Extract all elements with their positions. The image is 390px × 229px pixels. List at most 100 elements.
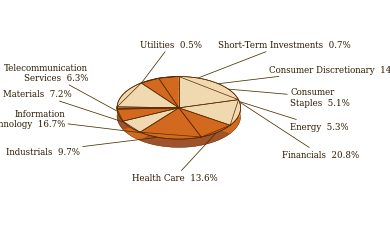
Polygon shape xyxy=(126,124,127,133)
Polygon shape xyxy=(184,139,186,148)
Polygon shape xyxy=(224,129,225,138)
Text: Short-Term Investments  0.7%: Short-Term Investments 0.7% xyxy=(122,41,351,108)
Polygon shape xyxy=(125,123,126,133)
Polygon shape xyxy=(179,108,230,137)
Polygon shape xyxy=(176,139,177,148)
Polygon shape xyxy=(143,134,145,143)
Polygon shape xyxy=(218,132,220,141)
Polygon shape xyxy=(127,125,128,134)
Text: Utilities  0.5%: Utilities 0.5% xyxy=(122,41,202,109)
Polygon shape xyxy=(230,125,231,134)
Polygon shape xyxy=(140,133,142,142)
Polygon shape xyxy=(221,130,223,139)
Polygon shape xyxy=(174,139,176,148)
Polygon shape xyxy=(138,132,140,141)
Polygon shape xyxy=(179,108,230,134)
Polygon shape xyxy=(133,129,134,138)
Polygon shape xyxy=(179,117,230,146)
Polygon shape xyxy=(179,117,241,134)
Polygon shape xyxy=(158,138,160,146)
Polygon shape xyxy=(208,135,210,144)
Polygon shape xyxy=(195,138,197,147)
Polygon shape xyxy=(188,139,190,147)
Polygon shape xyxy=(199,137,201,146)
Polygon shape xyxy=(123,108,179,130)
Polygon shape xyxy=(141,79,179,108)
Polygon shape xyxy=(203,137,205,145)
Polygon shape xyxy=(117,108,179,117)
Polygon shape xyxy=(193,138,195,147)
Polygon shape xyxy=(179,108,201,146)
Polygon shape xyxy=(149,136,150,144)
Text: Industrials  9.7%: Industrials 9.7% xyxy=(6,131,214,156)
Polygon shape xyxy=(136,131,137,139)
Polygon shape xyxy=(223,130,224,139)
Polygon shape xyxy=(140,108,201,139)
Polygon shape xyxy=(117,108,179,117)
Polygon shape xyxy=(233,122,234,131)
Text: Energy  5.3%: Energy 5.3% xyxy=(169,80,349,132)
Polygon shape xyxy=(207,136,208,144)
Polygon shape xyxy=(167,139,169,147)
Polygon shape xyxy=(121,120,122,129)
Polygon shape xyxy=(142,133,143,142)
Polygon shape xyxy=(160,138,161,147)
Polygon shape xyxy=(154,137,156,145)
Polygon shape xyxy=(212,134,213,143)
Polygon shape xyxy=(147,135,149,144)
Polygon shape xyxy=(145,134,147,143)
Polygon shape xyxy=(117,117,179,130)
Polygon shape xyxy=(234,121,235,130)
Polygon shape xyxy=(137,131,138,140)
Polygon shape xyxy=(179,77,239,108)
Polygon shape xyxy=(225,128,227,137)
Polygon shape xyxy=(117,108,179,110)
Text: Materials  7.2%: Materials 7.2% xyxy=(3,90,134,126)
Polygon shape xyxy=(152,136,154,145)
Polygon shape xyxy=(232,123,233,132)
Polygon shape xyxy=(169,139,171,147)
Polygon shape xyxy=(220,131,221,140)
Polygon shape xyxy=(217,132,218,141)
Polygon shape xyxy=(140,117,201,148)
Polygon shape xyxy=(134,130,136,139)
Polygon shape xyxy=(171,139,174,148)
Polygon shape xyxy=(117,108,179,118)
Polygon shape xyxy=(161,138,163,147)
Polygon shape xyxy=(117,117,179,118)
Polygon shape xyxy=(130,128,131,136)
Polygon shape xyxy=(205,136,207,145)
Polygon shape xyxy=(150,136,152,145)
Polygon shape xyxy=(210,135,212,143)
Polygon shape xyxy=(179,108,201,146)
Polygon shape xyxy=(228,127,229,136)
Polygon shape xyxy=(123,117,179,141)
Polygon shape xyxy=(213,134,215,142)
Polygon shape xyxy=(117,84,179,108)
Polygon shape xyxy=(236,119,237,128)
Polygon shape xyxy=(186,139,188,147)
Polygon shape xyxy=(181,139,184,148)
Polygon shape xyxy=(229,126,230,135)
Polygon shape xyxy=(227,127,228,136)
Polygon shape xyxy=(117,108,179,122)
Polygon shape xyxy=(131,128,133,137)
Polygon shape xyxy=(120,118,121,127)
Polygon shape xyxy=(237,118,238,128)
Polygon shape xyxy=(179,139,181,148)
Polygon shape xyxy=(215,133,217,142)
Polygon shape xyxy=(238,116,239,126)
Polygon shape xyxy=(117,107,179,109)
Polygon shape xyxy=(235,120,236,129)
Polygon shape xyxy=(123,122,124,131)
Polygon shape xyxy=(123,108,179,130)
Polygon shape xyxy=(179,108,230,134)
Polygon shape xyxy=(179,100,241,126)
Polygon shape xyxy=(177,139,179,148)
Polygon shape xyxy=(159,77,179,108)
Text: Information
Technology  16.7%: Information Technology 16.7% xyxy=(0,109,170,137)
Text: Consumer
Staples  5.1%: Consumer Staples 5.1% xyxy=(152,83,350,107)
Polygon shape xyxy=(119,116,120,125)
Polygon shape xyxy=(123,108,179,133)
Text: Telecommunication
Services  6.3%: Telecommunication Services 6.3% xyxy=(4,63,124,115)
